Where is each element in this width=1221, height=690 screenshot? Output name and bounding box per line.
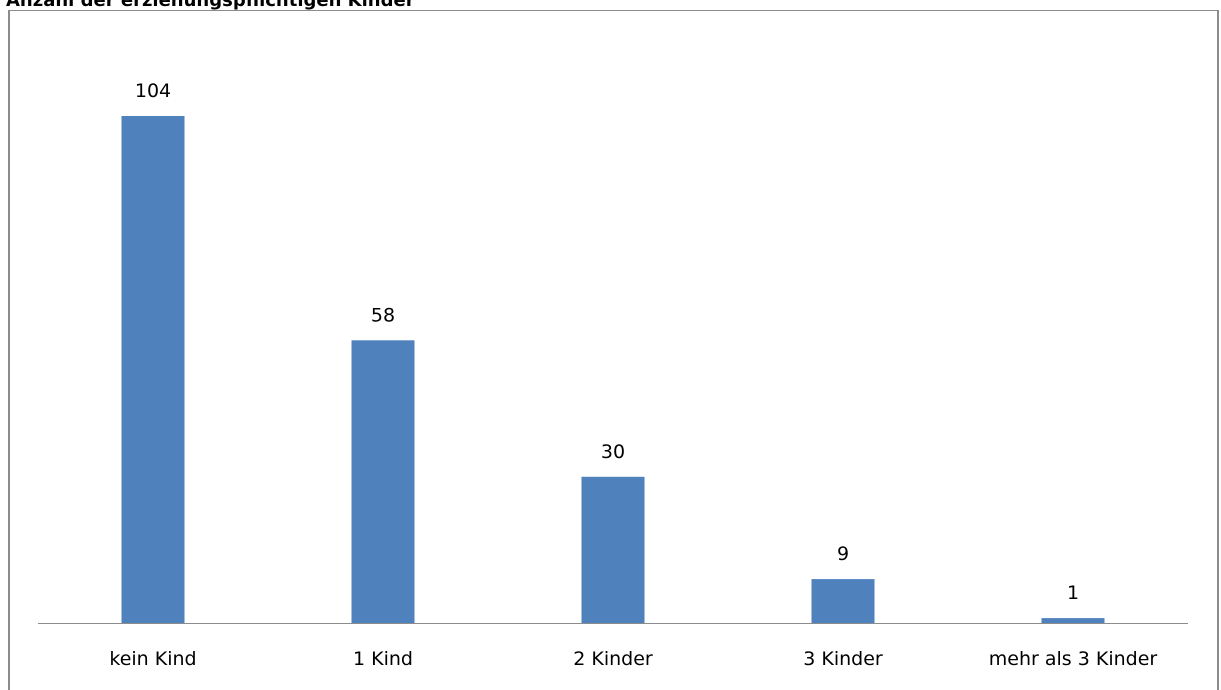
bar-2 [581, 476, 645, 624]
chart-title: Anzahl der erziehungspflichtigen Kinder [6, 0, 415, 11]
bar-3 [811, 579, 875, 623]
data-label-0: 104 [135, 80, 171, 102]
x-tick-label-1: 1 Kind [353, 648, 413, 670]
data-label-4: 1 [1067, 582, 1079, 604]
x-tick-label-0: kein Kind [109, 648, 196, 670]
bars-group [121, 116, 1105, 624]
data-label-1: 58 [371, 304, 395, 326]
chart-frame [8, 10, 1219, 690]
data-label-3: 9 [837, 543, 849, 565]
x-tick-label-2: 2 Kinder [573, 648, 653, 670]
x-tick-labels-group: kein Kind 1 Kind 2 Kinder 3 Kinder mehr als … [109, 648, 1157, 670]
bar-1 [351, 340, 415, 624]
x-tick-label-3: 3 Kinder [803, 648, 883, 670]
data-labels-group: 104 58 30 9 1 [135, 80, 1079, 604]
bar-4 [1041, 618, 1105, 623]
data-label-2: 30 [601, 441, 625, 463]
bar-0 [121, 116, 185, 623]
x-tick-label-4: mehr als 3 Kinder [989, 648, 1158, 670]
